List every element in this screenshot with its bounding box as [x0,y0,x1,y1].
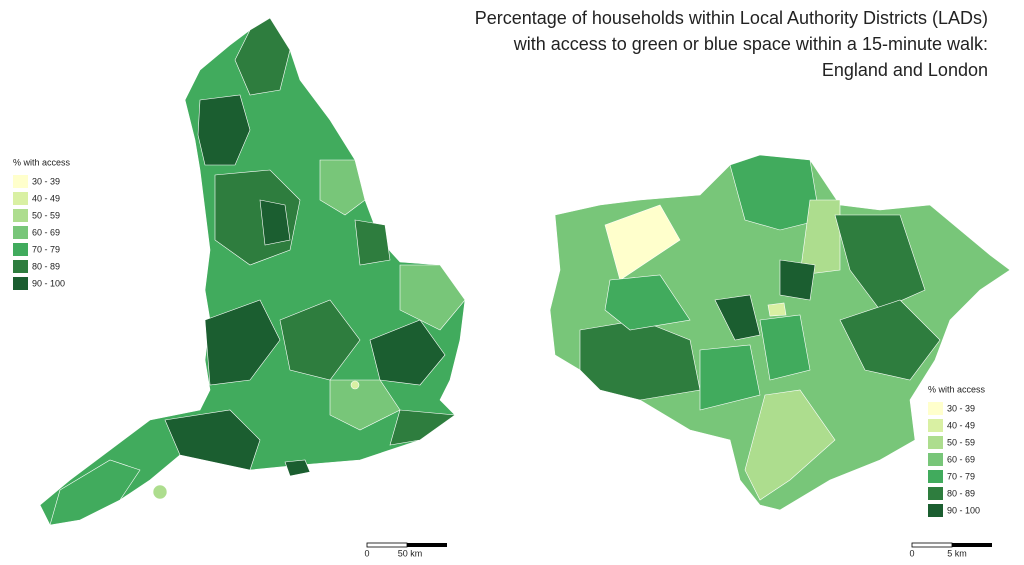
legend-swatch [13,209,28,222]
region [197,94,251,166]
legend-label: 80 - 89 [947,488,975,498]
region [779,259,816,301]
legend-swatch [928,504,943,517]
region [604,204,681,281]
region [389,409,456,446]
legend-label: 50 - 59 [947,437,975,447]
legend-swatch [928,453,943,466]
region [204,299,281,386]
region [604,274,691,331]
legend: % with access 30 - 39 40 - 49 50 - 59 60 - 6… [928,384,986,517]
scale-bar: 0 50 km [364,542,447,558]
region [744,389,836,501]
region [284,459,311,477]
scale-label: 50 km [398,548,423,558]
scale-label: 5 km [947,548,967,558]
legend-swatch [928,419,943,432]
legend-label: 90 - 100 [947,505,980,515]
legend-label: 40 - 49 [947,420,975,430]
legend-swatch [13,260,28,273]
legend-swatch [928,436,943,449]
region [759,314,811,381]
region [350,380,360,390]
scale-bar: 0 5 km [909,542,992,558]
legend-swatch [13,277,28,290]
region [354,219,391,266]
region [767,302,787,317]
legend-swatch [13,192,28,205]
scale-label: 0 [909,548,914,558]
region [399,264,466,331]
england-map [39,17,466,526]
legend-swatch [928,470,943,483]
legend-title: % with access [13,157,71,167]
region [152,484,168,500]
legend-label: 30 - 39 [947,403,975,413]
region [319,159,366,216]
region [799,199,841,276]
legend-swatch [13,226,28,239]
region [234,17,291,96]
london-map [549,154,1011,511]
region [279,299,361,381]
legend-swatch [13,175,28,188]
legend-label: 80 - 89 [32,261,60,271]
title-line: Percentage of households within Local Au… [475,8,988,28]
legend-title: % with access [928,384,986,394]
title-line: England and London [822,60,988,80]
region [164,409,261,471]
region [834,214,926,311]
scale-label: 0 [364,548,369,558]
legend-label: 30 - 39 [32,176,60,186]
legend-label: 90 - 100 [32,278,65,288]
legend-swatch [928,487,943,500]
region [259,199,291,246]
legend-label: 70 - 79 [947,471,975,481]
region [369,319,446,386]
legend-label: 40 - 49 [32,193,60,203]
region [49,459,141,526]
legend-label: 70 - 79 [32,244,60,254]
region [699,344,761,411]
region [329,379,401,431]
legend-label: 60 - 69 [947,454,975,464]
region [714,294,761,341]
legend-label: 60 - 69 [32,227,60,237]
title-line: with access to green or blue space withi… [513,34,988,54]
legend: % with access 30 - 39 40 - 49 50 - 59 60 - 6… [13,157,71,290]
legend-swatch [928,402,943,415]
legend-label: 50 - 59 [32,210,60,220]
legend-swatch [13,243,28,256]
region [839,299,941,381]
